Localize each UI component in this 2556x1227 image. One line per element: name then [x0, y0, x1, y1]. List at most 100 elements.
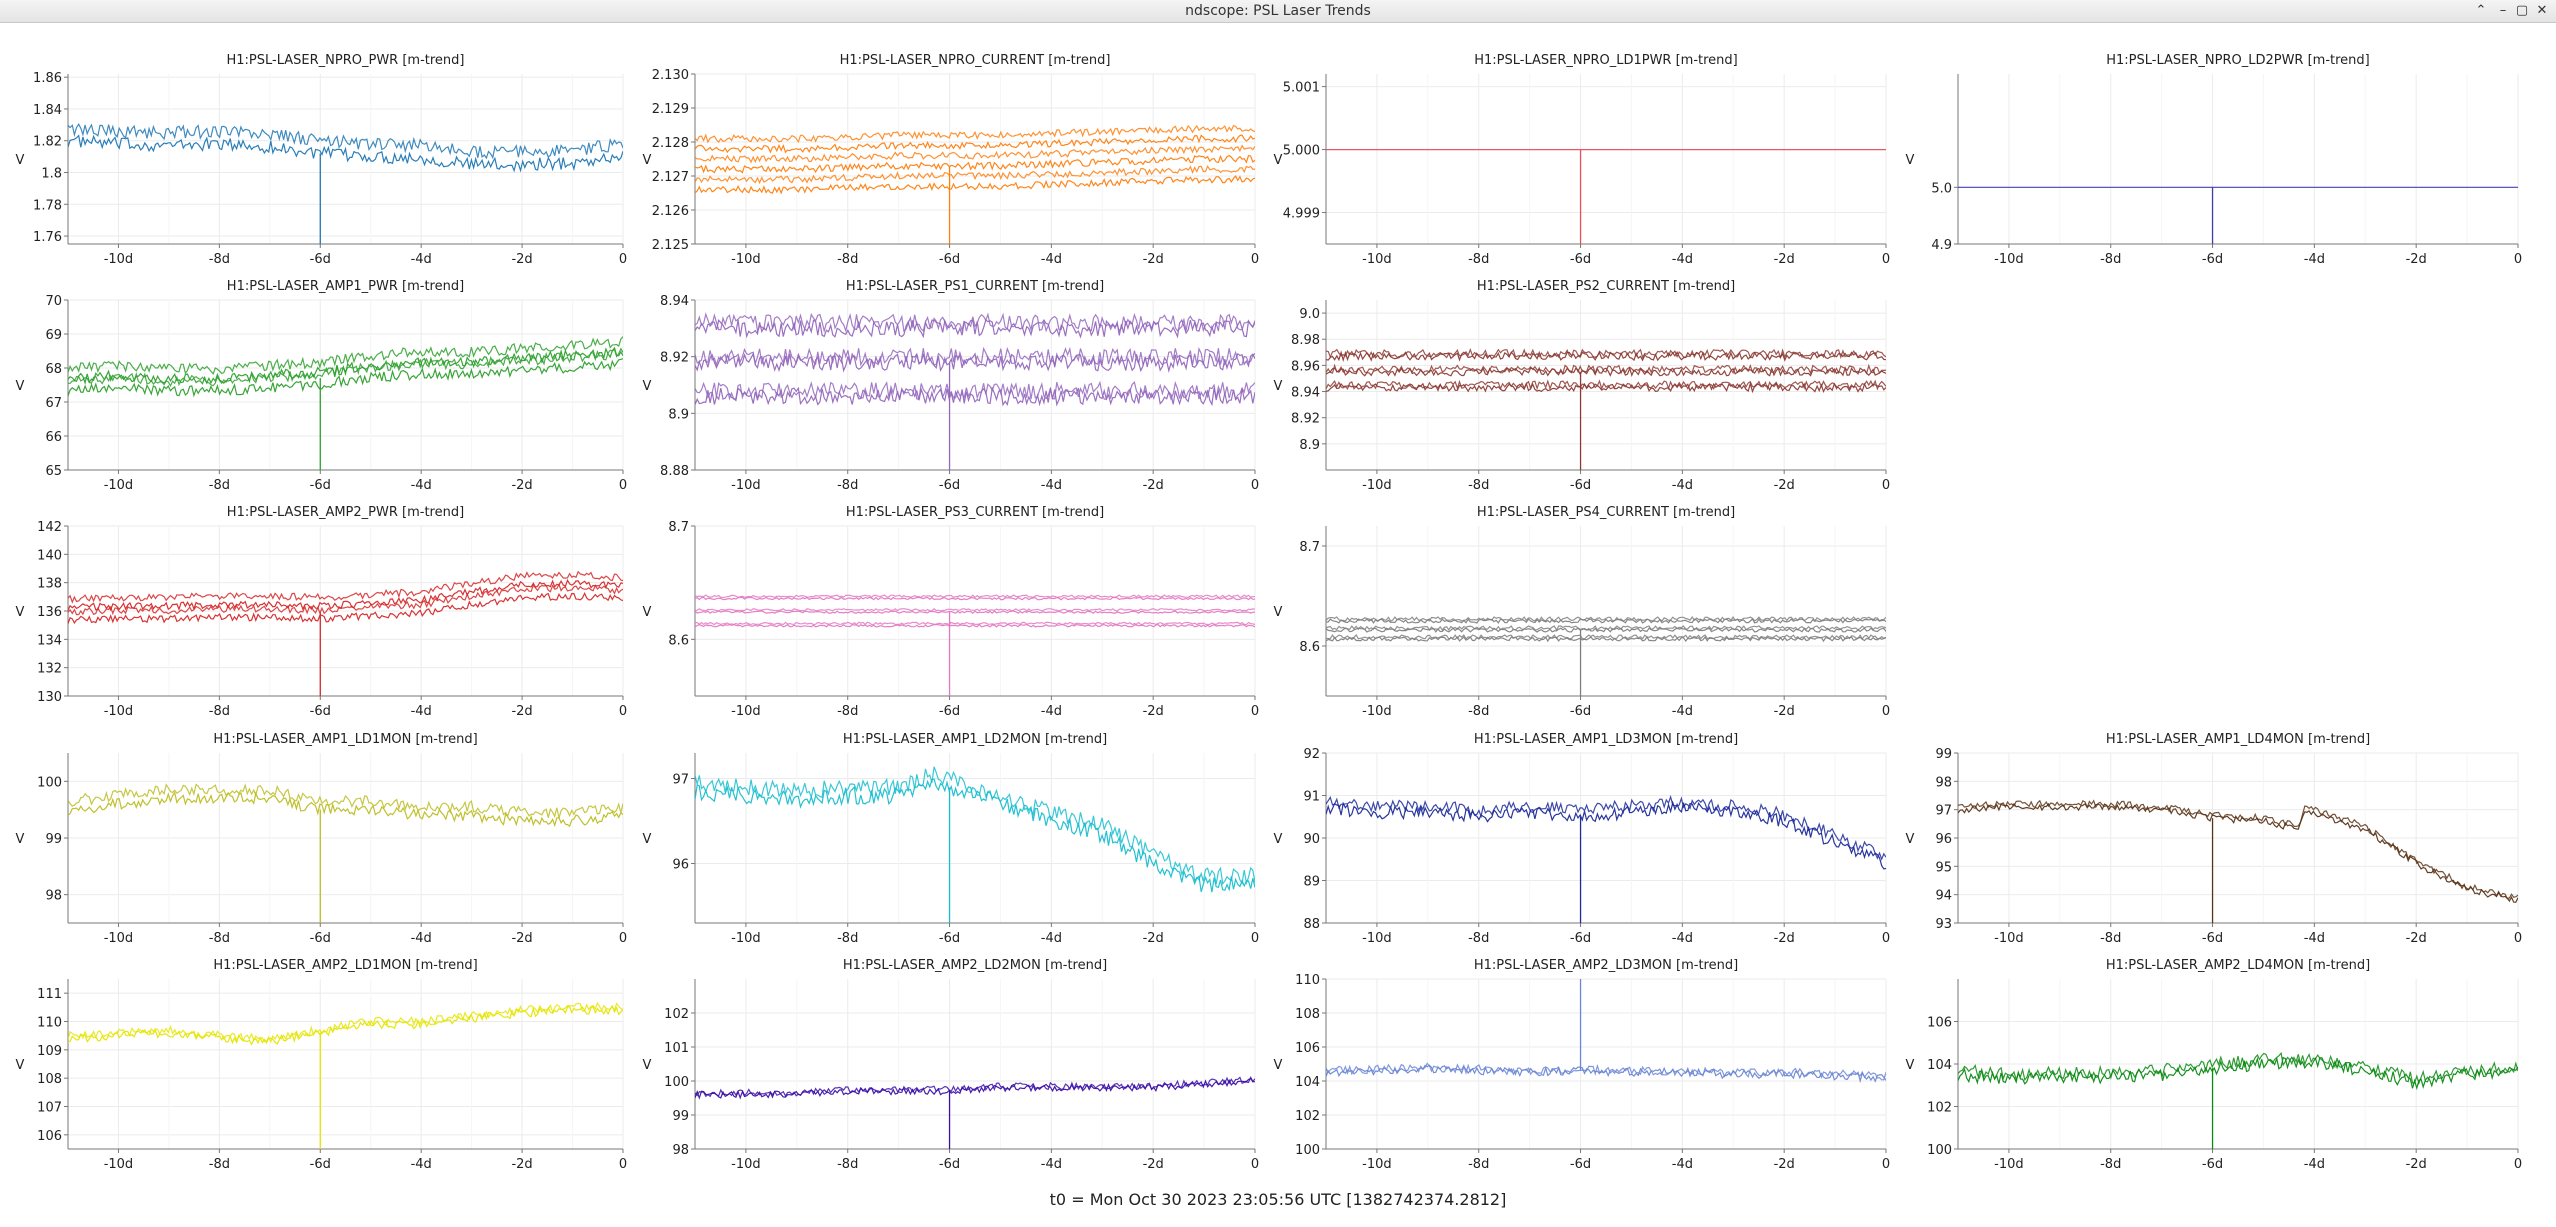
series-line [1326, 635, 1886, 643]
chart-3[interactable]: H1:PSL-LASER_NPRO_LD2PWR [m-trend] V -10d -… [1906, 53, 2523, 267]
collapse-icon[interactable]: ⌃ [2475, 3, 2487, 18]
x-tick-label: -10d [1362, 931, 1392, 946]
y-tick-label: 102 [1295, 1109, 1320, 1124]
series-group [695, 124, 1255, 244]
chart-1[interactable]: H1:PSL-LASER_NPRO_CURRENT [m-trend] V -10d… [643, 53, 1260, 267]
x-tick-label: 0 [1882, 478, 1890, 493]
x-tick-label: -2d [1774, 252, 1795, 267]
chart-2[interactable]: H1:PSL-LASER_NPRO_LD1PWR [m-trend] V -10d -… [1274, 53, 1891, 267]
series-line-max [68, 783, 623, 819]
x-tick-label: -6d [1570, 704, 1591, 719]
y-tick-label: 134 [37, 633, 62, 648]
x-tick-label: -6d [310, 1157, 331, 1172]
chart-7[interactable]: H1:PSL-LASER_AMP2_PWR [m-trend] V -10d -8d -… [16, 505, 628, 719]
series-group [1958, 1051, 2518, 1149]
y-axis-label: V [1274, 605, 1283, 620]
chart-title: H1:PSL-LASER_AMP2_LD3MON [m-trend] [1474, 958, 1738, 973]
maximize-button[interactable]: ▢ [2515, 3, 2529, 18]
plots-canvas[interactable]: H1:PSL-LASER_NPRO_PWR [m-trend] V -10d -8d -… [0, 22, 2556, 1202]
y-tick-label: 109 [37, 1044, 62, 1059]
series-line-max [695, 165, 1255, 185]
chart-4[interactable]: H1:PSL-LASER_AMP1_PWR [m-trend] V -10d -8d -… [16, 279, 628, 493]
x-tick-label: -6d [310, 252, 331, 267]
x-tick-label: -2d [1143, 478, 1164, 493]
y-tick-label: 8.7 [668, 520, 689, 535]
x-tick-label: -4d [2304, 252, 2325, 267]
x-tick-label: -6d [310, 704, 331, 719]
window-titlebar[interactable]: ndscope: PSL Laser Trends ⌃ – ▢ ✕ [0, 0, 2556, 23]
x-tick-label: -2d [1143, 252, 1164, 267]
series-line-max [695, 380, 1255, 401]
series-line-max [1326, 363, 1886, 375]
chart-6[interactable]: H1:PSL-LASER_PS2_CURRENT [m-trend] V -10d -… [1274, 279, 1891, 493]
series-line [695, 596, 1255, 601]
chart-title: H1:PSL-LASER_PS4_CURRENT [m-trend] [1477, 505, 1735, 520]
x-tick-label: -8d [1468, 931, 1489, 946]
x-tick-label: -4d [1672, 704, 1693, 719]
chart-12[interactable]: H1:PSL-LASER_AMP1_LD3MON [m-trend] V -10d -… [1274, 732, 1891, 946]
x-tick-label: -10d [731, 931, 761, 946]
x-tick-label: -10d [731, 252, 761, 267]
chart-10[interactable]: H1:PSL-LASER_AMP1_LD1MON [m-trend] V -10d -… [16, 732, 628, 946]
x-tick-label: 0 [619, 931, 627, 946]
chart-13[interactable]: H1:PSL-LASER_AMP1_LD4MON [m-trend] V -10d -… [1906, 732, 2523, 946]
chart-8[interactable]: H1:PSL-LASER_PS3_CURRENT [m-trend] V -10d -… [643, 505, 1260, 719]
y-tick-label: 4.9 [1931, 238, 1952, 253]
x-tick-label: -8d [2100, 931, 2121, 946]
y-axis-label: V [1274, 379, 1283, 394]
y-tick-label: 67 [45, 396, 62, 411]
series-line [695, 352, 1255, 373]
chart-17[interactable]: H1:PSL-LASER_AMP2_LD4MON [m-trend] V -10d -… [1906, 958, 2523, 1172]
y-tick-label: 102 [664, 1007, 689, 1022]
x-tick-label: -8d [837, 478, 858, 493]
x-tick-label: -2d [2406, 252, 2427, 267]
x-tick-label: 0 [619, 252, 627, 267]
x-tick-label: -10d [1362, 1157, 1392, 1172]
x-tick-label: -2d [1774, 931, 1795, 946]
chart-title: H1:PSL-LASER_PS3_CURRENT [m-trend] [846, 505, 1104, 520]
x-tick-label: -4d [411, 704, 432, 719]
chart-16[interactable]: H1:PSL-LASER_AMP2_LD3MON [m-trend] V -10d -… [1274, 958, 1891, 1172]
chart-14[interactable]: H1:PSL-LASER_AMP2_LD1MON [m-trend] V -10d -… [16, 958, 628, 1172]
series-line-max [1326, 794, 1886, 861]
x-tick-label: 0 [1251, 931, 1259, 946]
chart-9[interactable]: H1:PSL-LASER_PS4_CURRENT [m-trend] V -10d -… [1274, 505, 1891, 719]
y-tick-label: 99 [45, 832, 62, 847]
close-button[interactable]: ✕ [2536, 3, 2548, 18]
series-line-max [1326, 379, 1886, 391]
series-line [68, 578, 623, 612]
series-line [68, 346, 623, 386]
series-line [68, 791, 623, 828]
y-tick-label: 98 [1935, 775, 1952, 790]
y-tick-label: 8.6 [1299, 640, 1320, 655]
x-tick-label: -4d [411, 252, 432, 267]
chart-title: H1:PSL-LASER_AMP2_PWR [m-trend] [227, 505, 464, 520]
y-tick-label: 106 [1295, 1041, 1320, 1056]
series-group [695, 766, 1255, 923]
y-tick-label: 8.94 [660, 294, 689, 309]
y-tick-label: 9.0 [1299, 307, 1320, 322]
y-tick-label: 110 [37, 1016, 62, 1031]
y-axis-label: V [1274, 832, 1283, 847]
x-tick-label: -8d [2100, 1157, 2121, 1172]
chart-15[interactable]: H1:PSL-LASER_AMP2_LD2MON [m-trend] V -10d -… [643, 958, 1260, 1172]
y-tick-label: 2.129 [652, 102, 689, 117]
chart-11[interactable]: H1:PSL-LASER_AMP1_LD2MON [m-trend] V -10d -… [643, 732, 1260, 946]
x-tick-label: 0 [2514, 252, 2522, 267]
x-tick-label: -2d [1774, 478, 1795, 493]
x-tick-label: -6d [310, 478, 331, 493]
series-line [695, 318, 1255, 339]
minimize-button[interactable]: – [2499, 3, 2507, 18]
chart-5[interactable]: H1:PSL-LASER_PS1_CURRENT [m-trend] V -10d -… [643, 279, 1260, 493]
series-group [1326, 148, 1886, 244]
x-tick-label: -2d [1143, 931, 1164, 946]
y-tick-label: 101 [664, 1041, 689, 1056]
x-tick-label: -8d [2100, 252, 2121, 267]
chart-title: H1:PSL-LASER_NPRO_PWR [m-trend] [227, 53, 465, 68]
chart-0[interactable]: H1:PSL-LASER_NPRO_PWR [m-trend] V -10d -8d -… [16, 53, 628, 267]
series-line [695, 175, 1255, 195]
x-tick-label: -2d [1774, 704, 1795, 719]
x-tick-label: -8d [1468, 1157, 1489, 1172]
series-line [68, 134, 623, 173]
series-line-max [695, 346, 1255, 368]
